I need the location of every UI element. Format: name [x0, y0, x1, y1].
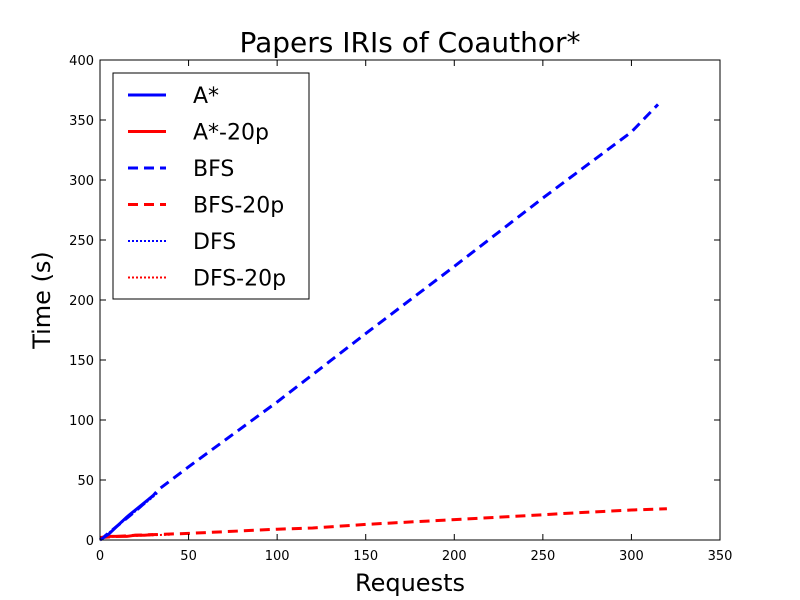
legend-label-3: BFS-20p: [193, 194, 284, 219]
series-line-1: [99, 533, 154, 540]
legend-label-0: A*: [193, 84, 219, 109]
x-tick-label: 100: [265, 549, 290, 564]
x-tick-label: 250: [530, 549, 555, 564]
legend-label-1: A*-20p: [193, 121, 269, 146]
x-tick-label: 200: [442, 549, 467, 564]
y-tick-label: 200: [69, 294, 94, 309]
x-tick-label: 350: [708, 549, 733, 564]
y-tick-label: 0: [86, 534, 94, 549]
y-tick-label: 100: [69, 414, 94, 429]
legend-label-4: DFS: [193, 230, 236, 255]
x-axis-title: Requests: [355, 569, 465, 597]
series-line-2: [99, 103, 660, 542]
y-tick-label: 250: [69, 234, 94, 249]
y-tick-label: 400: [69, 54, 94, 69]
ticks-layer: 0 50 100 150 200 250 300 350 0 50 100 150 200 250 300 3…: [69, 54, 732, 564]
x-tick-label: 300: [619, 549, 644, 564]
series-line-0: [99, 494, 155, 542]
y-tick-label: 350: [69, 114, 94, 129]
y-tick-label: 300: [69, 174, 94, 189]
series-layer: [99, 103, 667, 542]
legend: A* A*-20p BFS BFS-20p DFS DFS-20p: [112, 72, 310, 300]
x-tick-label: 150: [353, 549, 378, 564]
series-line-3: [99, 507, 667, 540]
legend-box: [112, 72, 310, 300]
y-tick-label: 50: [77, 474, 94, 489]
x-tick-label: 50: [180, 549, 197, 564]
x-tick-label: 0: [96, 549, 104, 564]
y-axis-title: Time (s): [28, 251, 56, 350]
legend-label-5: DFS-20p: [193, 267, 286, 292]
y-tick-label: 150: [69, 354, 94, 369]
legend-label-2: BFS: [193, 157, 234, 182]
chart-title: Papers IRIs of Coauthor*: [239, 26, 580, 59]
